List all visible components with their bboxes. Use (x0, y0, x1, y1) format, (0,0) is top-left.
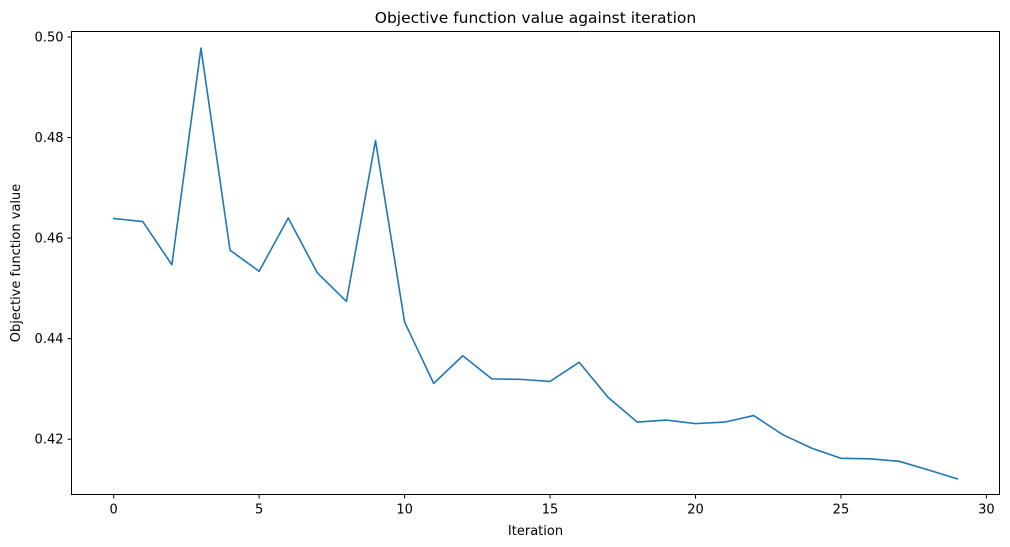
plot-frame (71, 31, 1000, 495)
x-axis-label: Iteration (508, 524, 563, 539)
x-tick-label: 30 (978, 503, 995, 518)
chart-title: Objective function value against iterati… (375, 9, 696, 27)
y-axis: 0.42 0.44 0.46 0.48 0.50 (35, 31, 72, 448)
y-tick-label: 0.50 (35, 31, 64, 46)
x-tick-label: 10 (396, 503, 413, 518)
x-axis: 0 5 10 15 20 25 30 (110, 494, 995, 518)
series-layer (112, 47, 959, 480)
x-tick-label: 20 (687, 503, 704, 518)
x-tick-label: 15 (542, 503, 559, 518)
y-axis-label: Objective function value (9, 184, 24, 343)
y-tick-label: 0.48 (35, 131, 64, 146)
x-tick-label: 25 (833, 503, 850, 518)
y-tick-label: 0.46 (35, 232, 64, 247)
x-tick-label: 0 (110, 503, 118, 518)
y-tick-label: 0.42 (35, 433, 64, 448)
x-tick-label: 5 (255, 503, 263, 518)
y-tick-label: 0.44 (35, 332, 64, 347)
series-line (112, 47, 959, 480)
